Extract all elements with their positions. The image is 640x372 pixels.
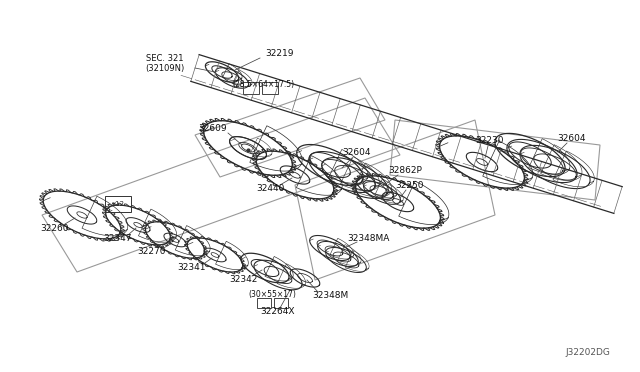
Bar [274,298,288,308]
Text: 32341: 32341 [178,263,206,273]
Text: 32250: 32250 [396,180,424,189]
Text: 32440: 32440 [256,183,284,192]
Text: 32604: 32604 [557,134,586,142]
Text: 32270: 32270 [138,247,166,257]
Text: (28.5×64×17.5): (28.5×64×17.5) [232,80,294,89]
Text: 32260: 32260 [41,224,69,232]
Text: 32348M: 32348M [312,291,348,299]
Text: (32109N): (32109N) [145,64,184,73]
Bar [105,196,131,212]
Text: 32219: 32219 [266,48,294,58]
Bar [257,298,271,308]
Text: SEC. 321: SEC. 321 [147,54,184,62]
Text: 32604: 32604 [343,148,371,157]
Text: (30×55×17): (30×55×17) [248,289,296,298]
Text: 32609: 32609 [198,124,227,132]
Text: 32264X: 32264X [260,308,295,317]
Text: 32348MA: 32348MA [347,234,389,243]
Text: 32347: 32347 [104,234,132,243]
Bar [243,82,259,94]
Text: 32342: 32342 [229,276,257,285]
Bar [262,82,278,94]
Text: x12: x12 [111,201,125,207]
Text: 32230: 32230 [476,135,504,144]
Text: J32202DG: J32202DG [565,348,610,357]
Text: 32862P: 32862P [388,166,422,174]
